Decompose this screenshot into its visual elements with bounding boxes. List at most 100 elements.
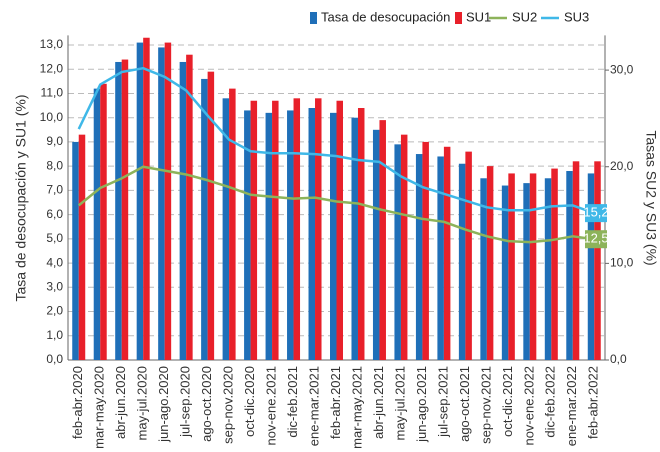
x-tick-label: mar-may.2021 (349, 366, 364, 449)
y-tick-label: 2,0 (46, 304, 63, 318)
bar (566, 171, 573, 360)
bar (293, 98, 301, 360)
bar (164, 42, 172, 360)
x-tick-label: sep-nov.2020 (221, 366, 236, 444)
x-tick-label: mar-may.2020 (92, 366, 107, 449)
x-tick-label: jul-sep.2020 (178, 366, 193, 438)
legend-label: SU3 (564, 9, 589, 24)
bar (158, 47, 165, 361)
bar (458, 163, 466, 360)
bar (394, 144, 401, 360)
y-tick-label: 1,0 (46, 328, 63, 342)
x-tick-label: oct-dic.2020 (242, 366, 257, 437)
bar (72, 141, 79, 360)
bar (93, 88, 101, 361)
y-tick-label: 6,0 (46, 207, 63, 221)
x-tick-label: jul-sep.2021 (435, 366, 450, 438)
x-tick-label: dic-feb.2022 (543, 366, 558, 438)
x-tick-label: abr-jun.2020 (113, 366, 128, 439)
value-label: 12,5 (583, 231, 608, 246)
bar (351, 117, 358, 360)
y-tick-label: 7,0 (46, 183, 63, 197)
bar (308, 108, 316, 361)
y2-axis-title: Tasas SU2 y SU3 (%) (643, 130, 659, 265)
bar (357, 108, 365, 361)
bar (78, 134, 86, 360)
x-tick-label: dic-feb.2021 (285, 366, 300, 438)
bar (587, 173, 595, 360)
bar (207, 71, 215, 361)
bar (222, 98, 230, 360)
y-tick-label: 12,0 (40, 61, 64, 75)
y-tick-label: 8,0 (46, 158, 63, 172)
x-tick-label: ene-mar.2021 (306, 366, 321, 446)
x-tick-label: nov-ene.2022 (521, 366, 536, 446)
bar (544, 178, 552, 360)
x-tick-label: oct-dic.2021 (500, 366, 515, 437)
x-tick-label: nov-ene.2021 (263, 366, 278, 446)
x-tick-label: may-jul.2021 (392, 366, 407, 440)
bar (186, 54, 193, 361)
value-label-box (585, 230, 607, 249)
bar (486, 166, 494, 360)
y2-tick-label: 30,0 (610, 62, 634, 76)
x-tick-label: feb-abr.2020 (70, 366, 85, 439)
bar (143, 37, 150, 361)
bar (136, 42, 144, 360)
bar (465, 151, 472, 360)
y-tick-label: 0,0 (46, 352, 63, 366)
bar (336, 100, 343, 360)
x-tick-label: jun-ago.2021 (414, 366, 429, 443)
bar (201, 78, 208, 360)
bar (372, 129, 380, 360)
legend-swatch (455, 12, 462, 24)
x-tick-label: feb-abr.2022 (586, 366, 601, 439)
y-tick-label: 11,0 (41, 86, 64, 100)
bar (572, 161, 580, 360)
x-tick-label: may-jul.2020 (135, 366, 150, 440)
x-tick-label: abr-jun.2021 (371, 366, 386, 439)
bar (400, 134, 408, 360)
x-tick-label: ene-mar.2022 (564, 366, 579, 446)
bar (330, 112, 337, 360)
bar (179, 61, 187, 360)
x-tick-label: ago-oct.2020 (199, 366, 214, 442)
legend-label: Tasa de desocupación (321, 9, 450, 24)
x-tick-label: sep-nov.2021 (478, 366, 493, 444)
y-tick-label: 5,0 (46, 231, 63, 245)
bar (529, 173, 537, 360)
bar (437, 156, 444, 360)
bar (480, 178, 487, 360)
bar (508, 173, 515, 360)
x-tick-label: jun-ago.2020 (156, 366, 171, 443)
line (77, 66, 595, 215)
line (77, 165, 595, 244)
bar (422, 141, 429, 360)
bar (115, 61, 122, 360)
bar (501, 185, 509, 360)
value-label-box (585, 204, 607, 223)
bar (121, 59, 129, 360)
y-tick-label: 9,0 (46, 134, 63, 148)
x-tick-label: feb-abr.2021 (328, 366, 343, 439)
bar (265, 112, 273, 360)
bar (250, 100, 258, 360)
y-tick-label: 13,0 (40, 37, 64, 51)
bar (287, 110, 294, 360)
bar (551, 168, 558, 360)
y2-tick-label: 10,0 (610, 256, 634, 270)
bar (415, 154, 423, 360)
bar (379, 120, 386, 360)
bar (315, 98, 322, 360)
bar (100, 83, 107, 360)
bar (272, 100, 279, 360)
bar (594, 161, 601, 360)
legend-swatch (310, 12, 317, 24)
y2-tick-label: 20,0 (610, 159, 634, 173)
legend-label: SU2 (512, 9, 537, 24)
legend-label: SU1 (466, 9, 491, 24)
y2-tick-label: 0,0 (610, 352, 627, 366)
bar (443, 146, 451, 360)
y-axis-title: Tasa de desocupación y SU1 (%) (13, 95, 29, 302)
